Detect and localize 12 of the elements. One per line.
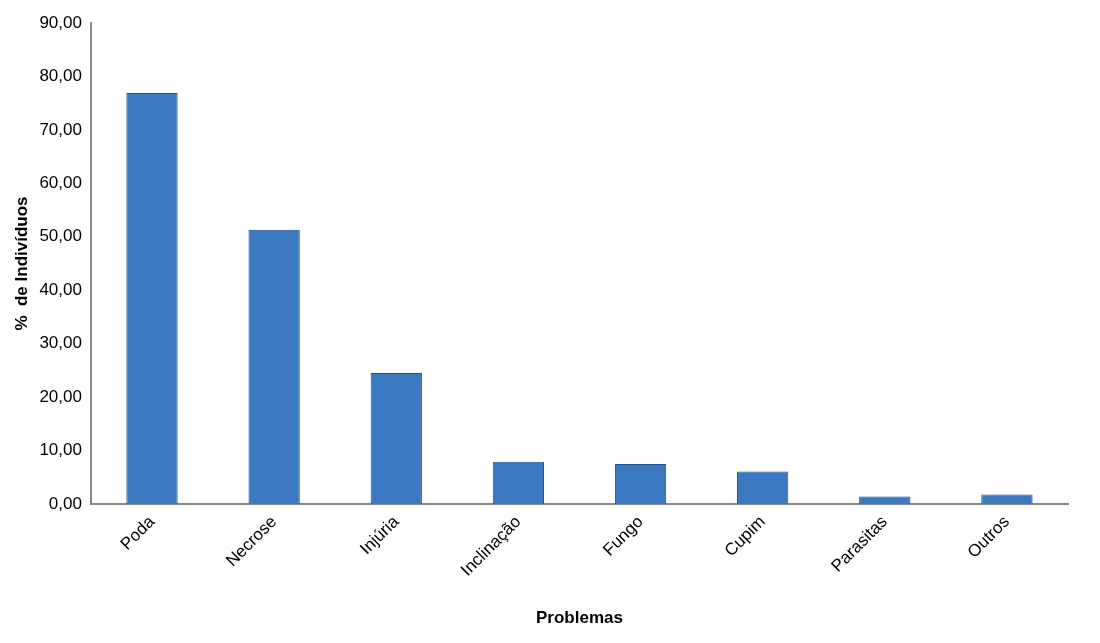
y-tick-label: 0,00 xyxy=(48,493,82,513)
x-axis-title: Problemas xyxy=(536,608,623,628)
y-tick-label: 40,00 xyxy=(39,279,82,299)
y-tick-label: 50,00 xyxy=(39,226,82,246)
y-tick-label: 20,00 xyxy=(39,386,82,406)
y-tick-label: 10,00 xyxy=(39,440,82,460)
y-tick-label: 80,00 xyxy=(39,66,82,86)
y-axis-title: % de Indivíduos xyxy=(11,196,31,331)
y-tick-label: 30,00 xyxy=(39,333,82,353)
y-tick-label: 60,00 xyxy=(39,173,82,193)
y-tick-label: 90,00 xyxy=(39,12,82,32)
y-tick-label: 70,00 xyxy=(39,119,82,139)
